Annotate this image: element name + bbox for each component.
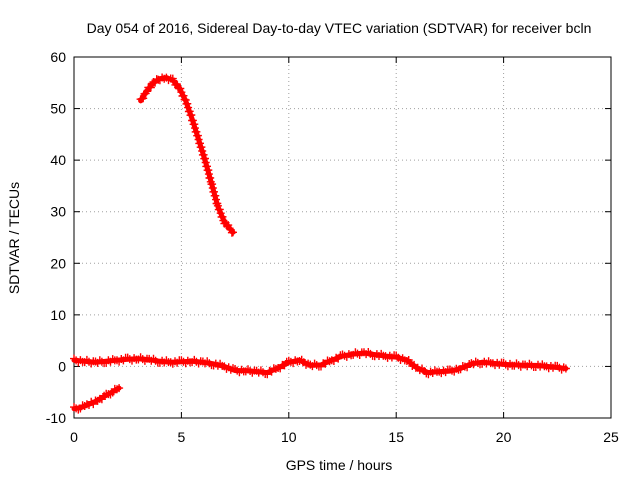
plot-frame [73,56,612,419]
data-point [218,212,227,221]
data-point [184,103,193,112]
data-point [181,96,190,104]
y-tick-label: 20 [50,255,66,271]
data-point [146,83,155,92]
axis-ticks [73,56,612,419]
data-point [213,201,222,210]
series-arc-high [136,73,237,237]
data-point [193,131,202,140]
x-tick-label: 5 [178,429,186,445]
data-point [215,205,224,214]
y-tick-label: 60 [50,49,66,65]
data-point [139,94,148,103]
y-tick-label: 10 [50,307,66,323]
x-axis-label: GPS time / hours [286,457,393,473]
x-tick-label: 20 [496,429,512,445]
x-tick-label: 0 [70,429,78,445]
grid-lines [74,57,611,418]
y-tick-label: 30 [50,204,66,220]
data-point [183,99,192,108]
y-axis-label: SDTVAR / TECUs [6,182,22,294]
y-tick-label: 40 [50,152,66,168]
data-point [115,384,124,393]
data-point [176,84,185,93]
data-point [179,91,188,100]
series-baseline [70,348,570,379]
data-point [225,224,234,233]
y-tick-labels: -10 0 10 20 30 40 50 60 [46,49,66,426]
y-tick-label: 50 [50,101,66,117]
data-point [188,116,197,125]
series-arc-low-start [70,384,124,414]
y-tick-label: 0 [58,358,66,374]
y-tick-label: -10 [46,410,66,426]
data-point [229,228,237,237]
data-point [561,364,570,373]
x-tick-labels: 0 5 10 15 20 25 [70,429,619,445]
data-point [216,209,225,218]
data-point [408,362,417,370]
x-tick-label: 25 [603,429,619,445]
data-point [192,127,201,136]
data-marks [70,73,570,414]
x-tick-label: 10 [281,429,297,445]
data-point [197,143,206,152]
data-point [185,107,194,116]
chart-title: Day 054 of 2016, Sidereal Day-to-day VTE… [87,20,592,36]
x-tick-label: 15 [388,429,404,445]
data-point [187,111,196,119]
